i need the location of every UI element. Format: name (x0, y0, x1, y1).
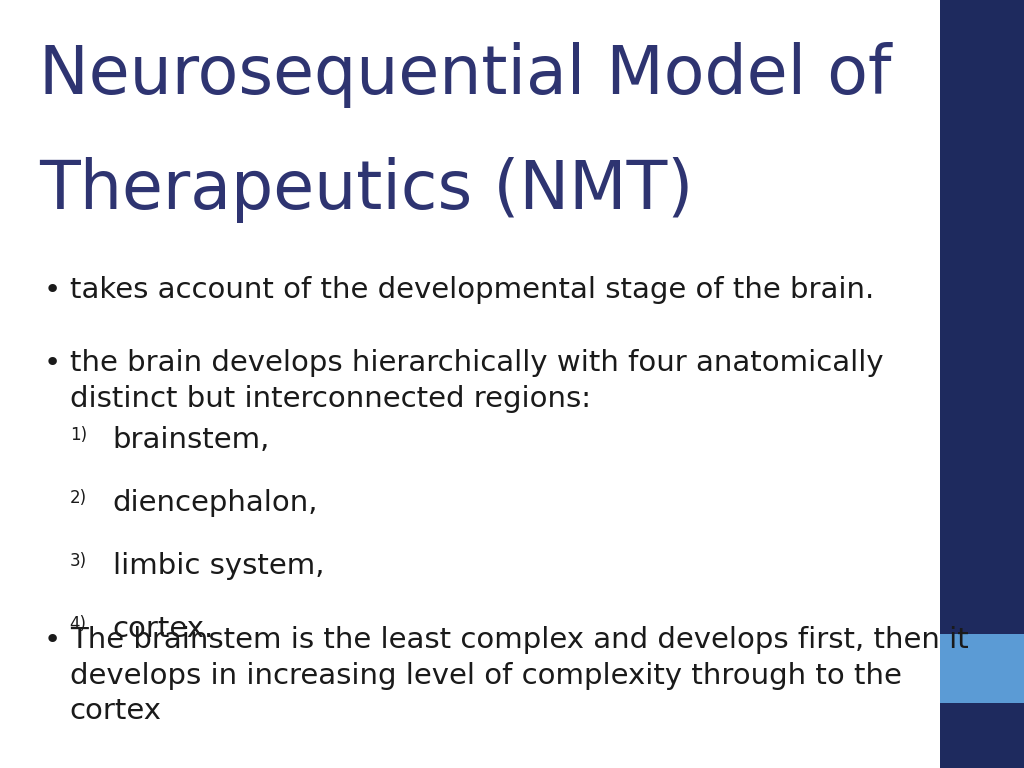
Text: 1): 1) (70, 426, 87, 444)
Text: the brain develops hierarchically with four anatomically
distinct but interconne: the brain develops hierarchically with f… (70, 349, 884, 413)
Text: •: • (44, 276, 61, 304)
Text: •: • (44, 349, 61, 377)
Text: takes account of the developmental stage of the brain.: takes account of the developmental stage… (70, 276, 873, 304)
Text: 2): 2) (70, 489, 87, 507)
Text: limbic system,: limbic system, (113, 552, 325, 580)
Text: 4): 4) (70, 615, 87, 633)
Text: 3): 3) (70, 552, 87, 570)
Text: •: • (44, 626, 61, 654)
Text: brainstem,: brainstem, (113, 426, 270, 454)
Text: diencephalon,: diencephalon, (113, 489, 318, 517)
Text: The brainstem is the least complex and develops first, then it
develops in incre: The brainstem is the least complex and d… (70, 626, 969, 725)
Text: cortex.: cortex. (113, 615, 214, 643)
Bar (940, 0, 1024, 768)
Bar (940, 634, 1024, 703)
Text: Neurosequential Model of: Neurosequential Model of (39, 42, 891, 108)
Text: Therapeutics (NMT): Therapeutics (NMT) (39, 157, 693, 223)
